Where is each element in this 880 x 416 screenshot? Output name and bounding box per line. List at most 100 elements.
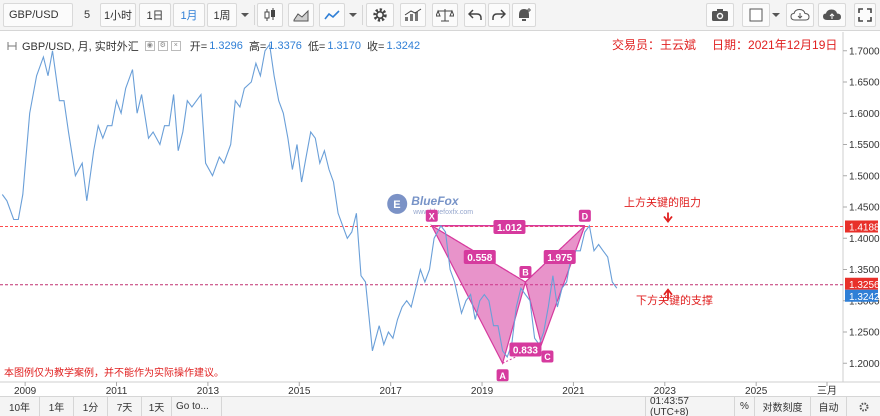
ratio-label-text: 1.012 <box>497 223 522 234</box>
pattern-point-box <box>541 350 554 363</box>
chart-area[interactable]: 1.20001.25001.30001.35001.40001.45001.50… <box>0 32 880 396</box>
y-tick-label: 1.4500 <box>849 203 880 214</box>
log-scale-toggle[interactable]: 对数刻度 <box>755 397 811 416</box>
range-1d-button[interactable]: 1天 <box>142 397 172 416</box>
x-tick-label: 2025 <box>745 386 768 396</box>
candlestick-icon <box>264 8 275 21</box>
fullscreen-icon <box>858 8 872 22</box>
price-series-line <box>1 43 618 359</box>
legend-settings-icon[interactable]: ⚙ <box>157 41 168 51</box>
ratio-label-box <box>493 220 526 234</box>
y-tick-label: 1.6000 <box>849 109 880 120</box>
square-icon <box>749 8 763 22</box>
symbol-search-input[interactable]: GBP/USD <box>3 3 73 27</box>
open-value: 1.3296 <box>209 40 243 52</box>
pattern-point-label: C <box>544 352 551 362</box>
alert-button[interactable] <box>512 3 536 27</box>
settings-button[interactable] <box>366 3 394 27</box>
pattern-point-label: X <box>429 211 435 221</box>
range-10y-button[interactable]: 10年 <box>0 397 40 416</box>
redo-icon <box>492 9 506 20</box>
y-tick-label: 1.5000 <box>849 171 880 182</box>
compare-button[interactable] <box>432 3 458 27</box>
watermark-logo-letter: E <box>393 199 400 211</box>
cloud-load-button[interactable] <box>786 3 814 27</box>
high-value: 1.3376 <box>268 40 302 52</box>
pattern-point-box <box>425 209 438 222</box>
interval-1h-button[interactable]: 1小时 <box>100 3 136 27</box>
range-1y-button[interactable]: 1年 <box>40 397 74 416</box>
series-legend: GBP/USD, 月, 实时外汇 ◉ ⚙ × 开= 1.3296 高= 1.3376… <box>6 38 420 54</box>
auto-scale-toggle[interactable]: 自动 <box>811 397 847 416</box>
price-chart[interactable]: 1.20001.25001.30001.35001.40001.45001.50… <box>0 32 880 396</box>
area-style-button[interactable] <box>288 3 314 27</box>
undo-button[interactable] <box>464 3 486 27</box>
fullscreen-button[interactable] <box>854 3 876 27</box>
indicators-button[interactable] <box>400 3 426 27</box>
line-chart-icon <box>324 10 340 20</box>
close-label: 收= <box>367 41 385 53</box>
percent-scale-toggle[interactable]: % <box>735 397 755 416</box>
price-axis-badge-text: 1.3256 <box>849 280 880 291</box>
interval-input[interactable]: 5 <box>83 9 91 21</box>
trader-annotation: 交易员：王云斌 日期：2021年12月19日 <box>612 36 837 53</box>
line-style-button[interactable] <box>319 3 345 27</box>
cloud-save-button[interactable] <box>818 3 846 27</box>
settings-icon <box>859 402 868 411</box>
price-axis-badge <box>845 277 878 290</box>
chevron-down-icon <box>772 13 780 17</box>
y-tick-label: 1.2000 <box>849 359 880 370</box>
chevron-down-icon <box>241 13 249 17</box>
y-tick-label: 1.7000 <box>849 46 880 57</box>
legend-visibility-icon[interactable]: ◉ <box>144 41 155 51</box>
high-label: 高= <box>248 41 267 53</box>
ratio-label-box <box>543 250 576 264</box>
interval-1m-button[interactable]: 1月 <box>173 3 205 27</box>
goto-button[interactable]: Go to... <box>172 397 222 416</box>
clock-display[interactable]: 01:43:57 (UTC+8) <box>645 396 735 416</box>
candles-style-button[interactable] <box>257 3 283 27</box>
watermark-text: BlueFox <box>411 194 460 208</box>
chart-properties-button[interactable] <box>847 397 880 416</box>
x-tick-label: 2017 <box>380 386 403 396</box>
legend-title: GBP/USD, 月, 实时外汇 <box>22 41 139 53</box>
x-tick-label: 三月 <box>817 385 837 396</box>
legend-controls: ◉ ⚙ × <box>144 41 184 51</box>
layout-button[interactable] <box>742 3 770 27</box>
x-tick-label: 2013 <box>197 386 220 396</box>
close-value: 1.3242 <box>386 40 421 52</box>
y-tick-label: 1.4000 <box>849 234 880 245</box>
price-axis-badge-text: 1.4188 <box>849 223 880 234</box>
pattern-point-box <box>496 369 509 382</box>
snapshot-button[interactable] <box>706 3 734 27</box>
pattern-point-box <box>519 266 532 278</box>
low-label: 低= <box>307 41 326 53</box>
support-note: 下方关键的支撑 <box>636 295 713 307</box>
interval-1d-button[interactable]: 1日 <box>139 3 171 27</box>
resistance-note: 上方关键的阻力 <box>624 197 701 209</box>
disclaimer-note: 本图例仅为教学案例，并不能作为实际操作建议。 <box>4 368 224 379</box>
chart-style-dropdown[interactable] <box>346 3 360 27</box>
arrow-up-icon <box>663 288 673 300</box>
range-7d-button[interactable]: 7天 <box>108 397 142 416</box>
layout-dropdown[interactable] <box>770 3 782 27</box>
trader-name: 交易员：王云斌 <box>612 38 697 52</box>
pattern-point-label: B <box>522 268 529 278</box>
chevron-down-icon <box>349 13 357 17</box>
interval-1w-button[interactable]: 1周 <box>207 3 237 27</box>
bottom-toolbar: 10年 1年 1分 7天 1天 Go to... 01:43:57 (UTC+8… <box>0 396 880 416</box>
interval-dropdown-chevron[interactable] <box>238 3 252 27</box>
price-axis-panel <box>843 32 880 382</box>
redo-button[interactable] <box>488 3 510 27</box>
watermark-url: www.bluefoxfx.com <box>412 209 473 216</box>
ratio-label-text: 0.833 <box>513 346 538 357</box>
open-label: 开= <box>189 41 208 53</box>
range-1m-button[interactable]: 1分 <box>74 397 108 416</box>
pattern-point-box <box>578 209 591 222</box>
gear-icon <box>373 8 387 22</box>
x-tick-label: 2009 <box>14 386 37 396</box>
arrow-down-icon <box>663 212 673 223</box>
legend-close-icon[interactable]: × <box>170 41 181 51</box>
scale-balance-icon <box>436 9 454 22</box>
y-tick-label: 1.6500 <box>849 78 880 89</box>
